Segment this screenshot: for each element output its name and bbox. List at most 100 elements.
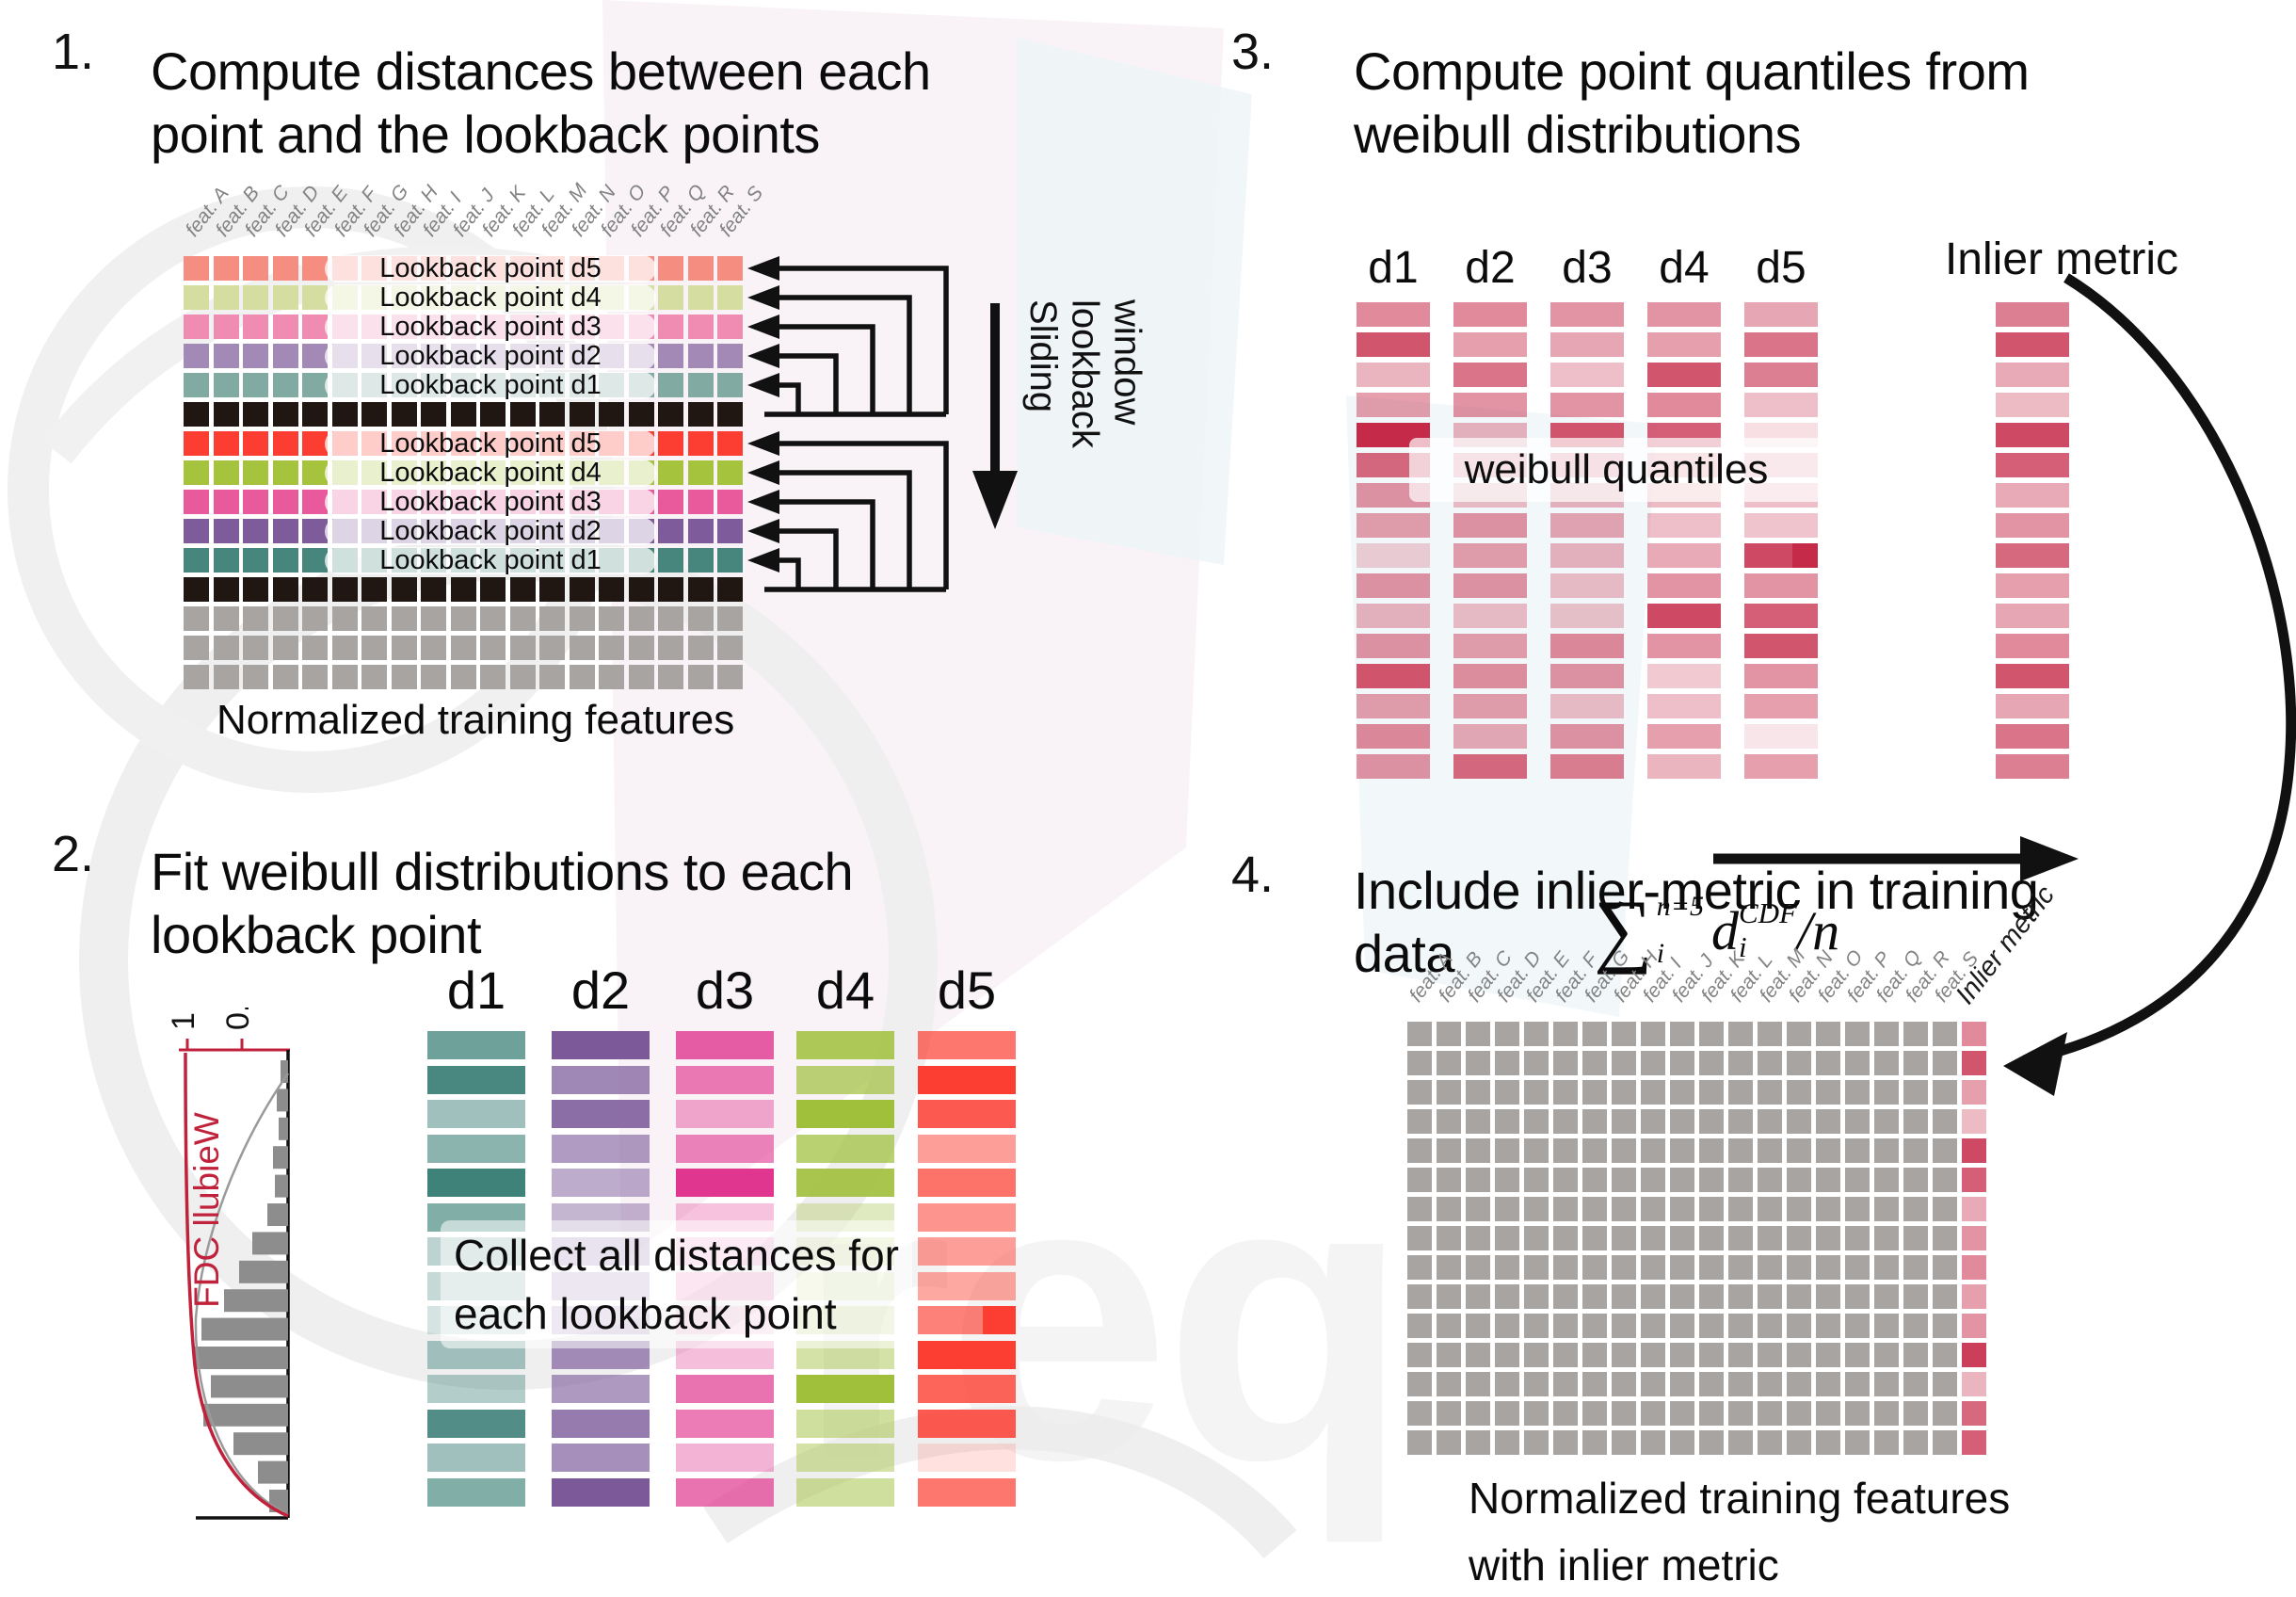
training-grid-cell xyxy=(184,577,209,602)
training-grid-cell xyxy=(687,636,714,660)
panel3-title: Compute point quantiles from weibull dis… xyxy=(1354,40,2030,166)
training-grid-cell xyxy=(184,519,209,543)
quantile-bar xyxy=(1744,513,1818,538)
quantile-bar xyxy=(1647,754,1721,779)
training-grid-cell xyxy=(243,256,268,281)
training-grid-cell xyxy=(1699,1138,1724,1163)
training-grid-cell xyxy=(1553,1314,1578,1338)
panel3-title-line1: Compute point quantiles from xyxy=(1354,41,2030,101)
training-grid-cell xyxy=(1903,1226,1928,1250)
quantile-bar xyxy=(1647,302,1721,327)
lookback-row-label: Lookback point d5 xyxy=(325,428,656,459)
training-grid-cell xyxy=(1466,1022,1490,1046)
training-grid-cell xyxy=(1670,1138,1694,1163)
training-grid-cell xyxy=(1524,1168,1549,1192)
histogram-bar xyxy=(224,1289,288,1313)
distance-column-d5: d5 xyxy=(918,960,1016,1512)
training-grid-cell xyxy=(1641,1197,1665,1221)
training-grid-cell xyxy=(331,636,358,660)
training-grid-cell xyxy=(302,460,328,485)
training-grid-cell xyxy=(1407,1372,1432,1396)
distance-bar xyxy=(676,1444,774,1472)
panel1-title-line2: point and the lookback points xyxy=(151,105,820,165)
training-grid-cell xyxy=(539,577,565,602)
training-grid-cell xyxy=(717,402,743,427)
training-grid-cell xyxy=(1641,1022,1665,1046)
training-grid-cell xyxy=(243,606,268,631)
lookback-arrowheads-group-2 xyxy=(747,431,779,573)
quantile-bar xyxy=(1647,332,1721,357)
distance-bar xyxy=(552,1169,650,1197)
training-grid-cell xyxy=(717,460,743,485)
training-grid-cell xyxy=(184,256,209,281)
quantile-bar xyxy=(1453,634,1527,658)
panel4-title-line2: data xyxy=(1354,924,1455,984)
sum-upper-limit: n=5 xyxy=(1656,891,1704,922)
training-grid-cell xyxy=(302,256,328,281)
lookback-row-label: Lookback point d1 xyxy=(325,370,656,400)
panel4-caption-line2: with inlier metric xyxy=(1469,1541,1779,1590)
quantile-column-label: d1 xyxy=(1368,243,1419,293)
distance-bar xyxy=(676,1477,774,1507)
training-grid-cell xyxy=(1728,1372,1753,1396)
distance-column-label: d3 xyxy=(695,960,755,1020)
histogram-bar xyxy=(269,1490,288,1512)
sum-symbol: ∑ xyxy=(1594,884,1653,976)
training-grid-cell xyxy=(628,402,654,427)
distance-bar xyxy=(552,1100,650,1128)
training-grid-cell xyxy=(1641,1109,1665,1134)
inlier-metric-bar xyxy=(1996,332,2069,357)
training-grid-cell xyxy=(1728,1255,1753,1280)
training-grid-cell xyxy=(717,606,743,631)
training-grid-cell xyxy=(1845,1284,1870,1309)
sliding-lookback-window-label: Sliding lookback window xyxy=(1021,299,1148,448)
training-grid-cell xyxy=(628,577,654,602)
training-grid-cell xyxy=(1874,1401,1899,1426)
collect-distances-note: Collect all distances for each lookback … xyxy=(441,1220,912,1349)
training-grid-cell xyxy=(1495,1138,1519,1163)
quantile-bar xyxy=(1550,393,1624,417)
distance-bar xyxy=(676,1409,774,1438)
training-grid-cell xyxy=(184,315,209,339)
quantile-bar xyxy=(1550,664,1624,688)
training-grid-cell xyxy=(599,606,624,631)
distance-bar xyxy=(427,1409,525,1438)
training-grid-cell xyxy=(391,636,417,660)
training-grid-cell xyxy=(1670,1314,1694,1338)
training-grid-cell xyxy=(1466,1255,1490,1280)
training-grid-cell xyxy=(243,665,268,689)
training-grid-cell xyxy=(1641,1051,1665,1075)
training-grid-cell xyxy=(1495,1022,1519,1046)
training-grid-cell xyxy=(1582,1314,1607,1338)
training-grid-cell xyxy=(1699,1343,1724,1367)
training-grid-cell xyxy=(1699,1314,1724,1338)
variable-subscript: i xyxy=(1738,930,1747,963)
inlier-metric-label: Inlier metric xyxy=(1944,234,2179,284)
training-grid-cell xyxy=(717,431,743,456)
training-grid-cell xyxy=(658,256,683,281)
distance-bar xyxy=(552,1409,650,1438)
panel1-title-line1: Compute distances between each xyxy=(151,41,931,101)
training-grid-cell xyxy=(1466,1372,1490,1396)
training-grid-cell xyxy=(421,606,446,631)
training-grid-cell xyxy=(628,606,654,631)
training-grid-cell xyxy=(302,665,328,689)
quantile-bar xyxy=(1550,694,1624,718)
quantile-column-d4: d4 xyxy=(1647,243,1721,784)
distance-bar xyxy=(796,1065,894,1094)
training-grid-cell xyxy=(1612,1168,1636,1192)
training-grid-cell xyxy=(1699,1430,1724,1455)
training-grid-cell xyxy=(1787,1284,1811,1309)
training-grid-cell xyxy=(272,315,298,339)
quantile-bar xyxy=(1744,604,1818,628)
training-grid-cell xyxy=(361,606,387,631)
training-grid-cell xyxy=(243,577,268,602)
training-grid-cell xyxy=(243,519,268,543)
distance-column-label: d5 xyxy=(937,960,997,1020)
training-grid-cell xyxy=(1903,1022,1928,1046)
training-grid-cell xyxy=(1728,1138,1753,1163)
quantile-bar xyxy=(1453,302,1527,327)
distance-column-label: d4 xyxy=(815,960,875,1020)
training-grid-cell xyxy=(1670,1372,1694,1396)
training-grid-cell xyxy=(1641,1080,1665,1105)
